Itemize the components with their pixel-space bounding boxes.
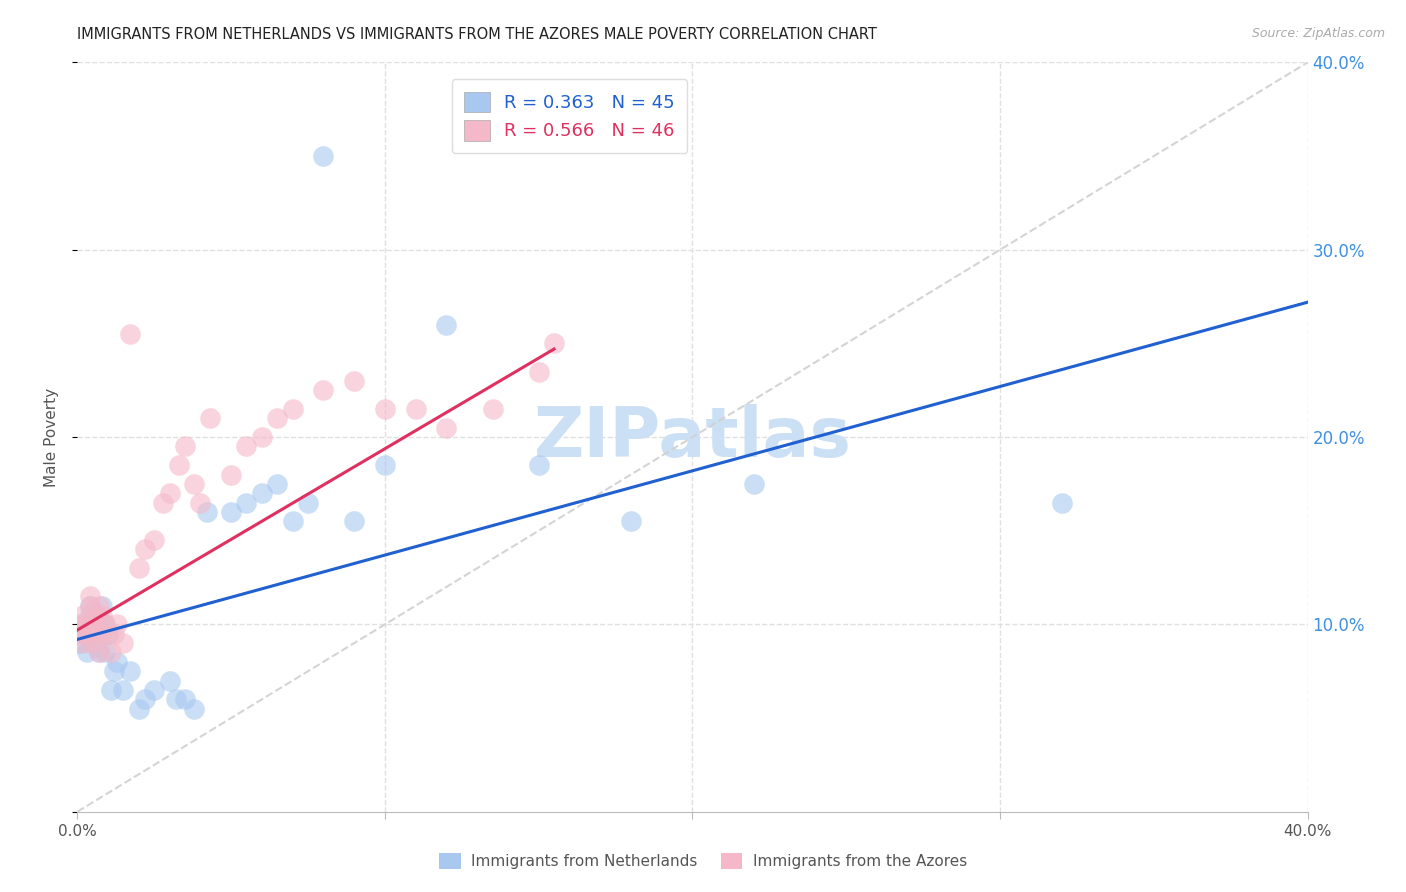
Point <box>90 626 114 640</box>
Text: IMMIGRANTS FROM NETHERLANDS VS IMMIGRANTS FROM THE AZORES MALE POVERTY CORRELATI: IMMIGRANTS FROM NETHERLANDS VS IMMIGRANT… <box>77 27 877 42</box>
Point <box>219 467 242 482</box>
Point <box>374 458 396 473</box>
Point <box>79 590 101 604</box>
Point <box>112 683 135 698</box>
Point <box>281 401 304 416</box>
Point <box>527 365 550 379</box>
Text: Source: ZipAtlas.com: Source: ZipAtlas.com <box>1251 27 1385 40</box>
Point <box>343 514 366 528</box>
Point <box>152 496 174 510</box>
Point <box>100 646 122 660</box>
Point <box>76 626 98 640</box>
Point <box>97 626 120 640</box>
Point <box>112 636 135 650</box>
Point <box>183 476 205 491</box>
Point <box>87 646 110 660</box>
Point <box>118 664 141 679</box>
Point <box>90 617 114 632</box>
Point <box>72 608 94 623</box>
Point <box>312 384 335 398</box>
Point <box>159 673 181 688</box>
Point <box>543 336 565 351</box>
Point <box>69 617 91 632</box>
Point <box>165 692 187 706</box>
Point <box>235 496 257 510</box>
Point <box>436 318 458 332</box>
Point <box>84 626 107 640</box>
Point <box>79 599 101 613</box>
Point <box>87 599 110 613</box>
Point <box>94 617 117 632</box>
Point <box>118 326 141 341</box>
Point <box>742 476 765 491</box>
Point <box>82 617 104 632</box>
Point <box>87 646 110 660</box>
Point <box>128 701 150 715</box>
Point <box>72 617 94 632</box>
Point <box>250 486 273 500</box>
Point <box>174 692 197 706</box>
Point <box>481 401 503 416</box>
Point <box>343 374 366 388</box>
Point <box>159 486 181 500</box>
Point <box>195 505 218 519</box>
Point <box>174 440 197 453</box>
Point <box>69 626 91 640</box>
Point <box>105 617 128 632</box>
Point <box>134 692 156 706</box>
Point <box>97 626 120 640</box>
Point <box>167 458 190 473</box>
Text: ZIPatlas: ZIPatlas <box>533 403 852 471</box>
Legend: Immigrants from Netherlands, Immigrants from the Azores: Immigrants from Netherlands, Immigrants … <box>433 847 973 875</box>
Point <box>79 608 101 623</box>
Point <box>82 617 104 632</box>
Point <box>90 599 114 613</box>
Point <box>266 411 288 425</box>
Point <box>90 608 114 623</box>
Point <box>281 514 304 528</box>
Point <box>235 440 257 453</box>
Point <box>250 430 273 444</box>
Point <box>436 421 458 435</box>
Point <box>312 149 335 163</box>
Point <box>84 608 107 623</box>
Point <box>198 411 221 425</box>
Point <box>188 496 212 510</box>
Point <box>103 626 125 640</box>
Point <box>76 646 98 660</box>
Point <box>72 626 94 640</box>
Point <box>84 608 107 623</box>
Point <box>128 561 150 575</box>
Point <box>143 533 166 547</box>
Point <box>620 514 643 528</box>
Point <box>76 617 98 632</box>
Point <box>100 683 122 698</box>
Point <box>82 636 104 650</box>
Legend: R = 0.363   N = 45, R = 0.566   N = 46: R = 0.363 N = 45, R = 0.566 N = 46 <box>451 79 688 153</box>
Point <box>405 401 427 416</box>
Point <box>76 626 98 640</box>
Point <box>103 664 125 679</box>
Point <box>183 701 205 715</box>
Point <box>143 683 166 698</box>
Point <box>72 636 94 650</box>
Point <box>527 458 550 473</box>
Point <box>84 626 107 640</box>
Point <box>374 401 396 416</box>
Point <box>1050 496 1073 510</box>
Point <box>82 636 104 650</box>
Point <box>94 646 117 660</box>
Point <box>134 542 156 557</box>
Point <box>105 655 128 669</box>
Y-axis label: Male Poverty: Male Poverty <box>44 387 59 487</box>
Point <box>297 496 319 510</box>
Point <box>94 617 117 632</box>
Point <box>87 626 110 640</box>
Point <box>69 636 91 650</box>
Point <box>219 505 242 519</box>
Point <box>79 599 101 613</box>
Point <box>266 476 288 491</box>
